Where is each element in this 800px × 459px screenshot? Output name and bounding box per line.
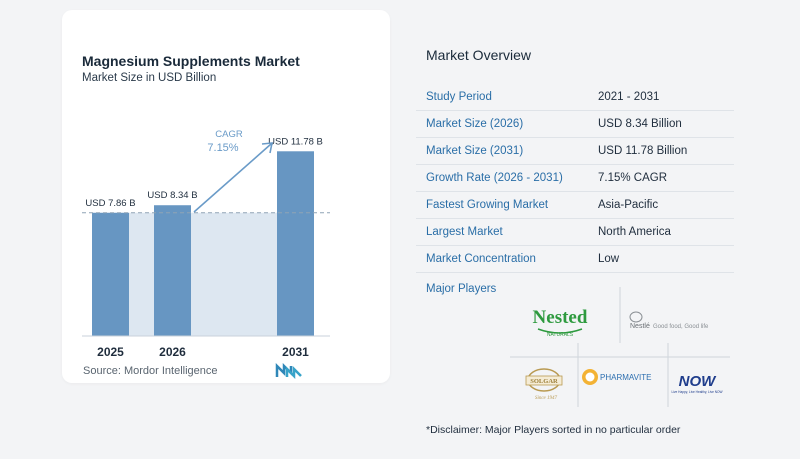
x-tick-2025: 2025	[97, 345, 124, 359]
cagr-value: 7.15%	[207, 142, 238, 154]
row-value: 7.15% CAGR	[598, 172, 668, 184]
overview-row-fastest-growing: Fastest Growing Market Asia-Pacific	[416, 192, 734, 219]
market-overview-panel: Market Overview Study Period 2021 - 2031…	[390, 0, 800, 459]
overview-row-study-period: Study Period 2021 - 2031	[416, 84, 734, 111]
overview-title: Market Overview	[426, 47, 532, 63]
row-label: Market Size (2031)	[426, 145, 524, 157]
row-label: Growth Rate (2026 - 2031)	[426, 172, 563, 184]
overview-row-concentration: Market Concentration Low	[416, 246, 734, 273]
x-tick-2026: 2026	[159, 345, 186, 359]
data-label-2026: USD 8.34 B	[147, 190, 197, 201]
mordor-logo-icon	[275, 363, 302, 379]
svg-text:Live Happy, Live Healthy, Live: Live Happy, Live Healthy, Live NOW	[671, 390, 722, 394]
row-label: Fastest Growing Market	[426, 199, 549, 211]
chart-title: Magnesium Supplements Market	[82, 53, 300, 69]
cagr-label: CAGR	[215, 129, 243, 140]
svg-text:Good food, Good life: Good food, Good life	[653, 324, 709, 330]
svg-text:Since 1947: Since 1947	[535, 396, 558, 401]
major-players-title: Major Players	[426, 283, 497, 295]
svg-text:NOW: NOW	[679, 373, 718, 390]
row-label: Study Period	[426, 91, 492, 103]
svg-text:NATURALS: NATURALS	[547, 332, 574, 338]
chart-area: USD 7.86 B 2025 USD 8.34 B 2026 USD 11.78 B 2…	[82, 136, 330, 359]
chart-card: USD 7.86 B 2025 USD 8.34 B 2026 USD 11.78 B 2…	[62, 10, 390, 383]
svg-text:PHARMAVITE: PHARMAVITE	[600, 373, 651, 382]
row-value: Low	[598, 253, 620, 265]
row-label: Market Concentration	[426, 253, 536, 265]
row-label: Market Size (2026)	[426, 118, 524, 130]
overview-table: Study Period 2021 - 2031 Market Size (20…	[416, 84, 734, 273]
overview-row-market-size-2031: Market Size (2031) USD 11.78 Billion	[416, 138, 734, 165]
chart-subtitle: Market Size in USD Billion	[82, 72, 217, 84]
player-logos-grid: Nested NATURALS Nestlé Good food, Good l…	[510, 287, 730, 407]
now-foods-logo-icon: NOW Live Happy, Live Healthy, Live NOW	[671, 373, 722, 394]
overview-row-growth-rate: Growth Rate (2026 - 2031) 7.15% CAGR	[416, 165, 734, 192]
row-value: Asia-Pacific	[598, 199, 659, 211]
svg-text:Nested: Nested	[533, 307, 588, 328]
row-label: Largest Market	[426, 226, 503, 238]
shaded-band	[129, 212, 277, 336]
solgar-logo-icon: SOLGAR Since 1947	[525, 368, 563, 401]
nestle-logo-icon: Nestlé Good food, Good life	[629, 311, 709, 330]
row-value: USD 11.78 Billion	[598, 145, 688, 157]
disclaimer-text: *Disclaimer: Major Players sorted in no …	[426, 424, 681, 436]
cagr-arrow	[193, 143, 272, 213]
source-text: Source: Mordor Intelligence	[83, 365, 218, 377]
data-label-2025: USD 7.86 B	[85, 198, 135, 209]
svg-text:Nestlé: Nestlé	[630, 323, 650, 330]
svg-text:SOLGAR: SOLGAR	[530, 378, 558, 385]
pharmavite-logo-icon: PHARMAVITE	[582, 369, 651, 385]
row-value: North America	[598, 226, 671, 238]
cagr-arrow-head	[261, 142, 273, 154]
overview-row-market-size-2026: Market Size (2026) USD 8.34 Billion	[416, 111, 734, 138]
bar-2031	[277, 151, 314, 336]
bar-2025	[92, 212, 129, 336]
bar-chart: USD 7.86 B 2025 USD 8.34 B 2026 USD 11.78 B 2…	[82, 129, 330, 359]
bar-2026	[154, 205, 191, 336]
overview-row-largest-market: Largest Market North America	[416, 219, 734, 246]
x-tick-2031: 2031	[282, 345, 309, 359]
row-value: 2021 - 2031	[598, 91, 660, 103]
row-value: USD 8.34 Billion	[598, 118, 682, 130]
data-label-2031: USD 11.78 B	[268, 136, 323, 147]
nested-naturals-logo-icon: Nested NATURALS	[533, 307, 588, 338]
